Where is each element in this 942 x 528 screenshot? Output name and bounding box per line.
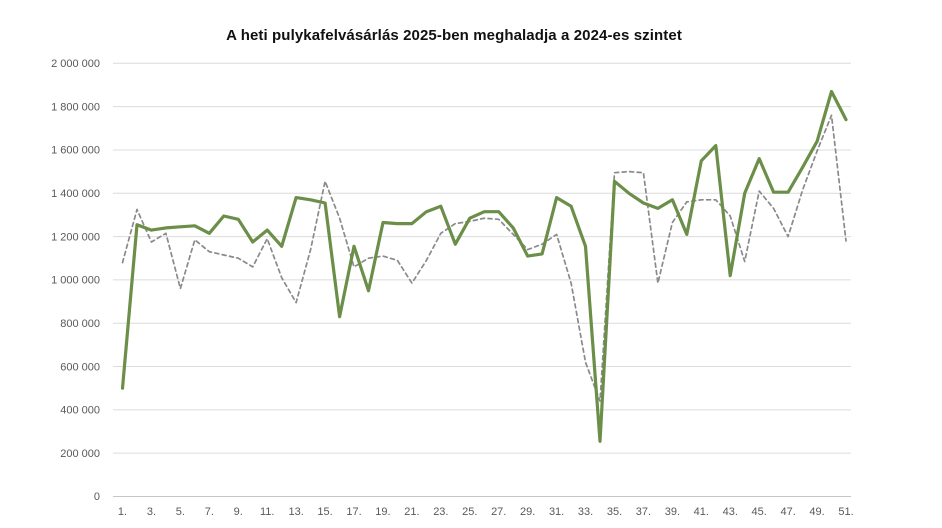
y-axis-tick-label: 1 200 000 bbox=[51, 231, 100, 243]
x-axis-tick-label: 41. bbox=[694, 506, 709, 518]
x-axis-tick-label: 5. bbox=[176, 506, 185, 518]
y-axis-tick-label: 600 000 bbox=[60, 361, 100, 373]
chart-title: A heti pulykafelvásárlás 2025-ben meghal… bbox=[226, 27, 682, 44]
x-axis-tick-label: 17. bbox=[346, 506, 361, 518]
series-2024-line bbox=[121, 114, 847, 403]
y-axis-tick-label: 1 000 000 bbox=[51, 275, 100, 287]
x-axis-tick-label: 33. bbox=[578, 506, 593, 518]
series-2025-line bbox=[120, 89, 848, 443]
y-axis-tick-label: 800 000 bbox=[60, 318, 100, 330]
y-axis-tick-label: 0 bbox=[94, 491, 100, 503]
y-axis-labels: 2 000 000 1 800 000 1 600 000 1 400 000 1 20… bbox=[51, 58, 100, 503]
y-axis-tick-label: 200 000 bbox=[60, 448, 100, 460]
x-axis-tick-label: 9. bbox=[234, 506, 243, 518]
y-axis-tick-label: 400 000 bbox=[60, 405, 100, 417]
y-axis-tick-label: 1 800 000 bbox=[51, 101, 100, 113]
x-axis-tick-label: 13. bbox=[288, 506, 303, 518]
x-axis-tick-label: 35. bbox=[607, 506, 622, 518]
x-axis-tick-label: 21. bbox=[404, 506, 419, 518]
x-axis-tick-label: 1. bbox=[118, 506, 127, 518]
x-axis-tick-label: 27. bbox=[491, 506, 506, 518]
x-axis-tick-label: 39. bbox=[665, 506, 680, 518]
x-axis-tick-label: 15. bbox=[317, 506, 332, 518]
x-axis-tick-label: 49. bbox=[809, 506, 824, 518]
x-axis-tick-label: 31. bbox=[549, 506, 564, 518]
x-axis-tick-label: 11. bbox=[260, 506, 274, 518]
x-axis-tick-label: 23. bbox=[433, 506, 448, 518]
y-axis-tick-label: 1 400 000 bbox=[51, 188, 100, 200]
y-axis-tick-label: 2 000 000 bbox=[51, 58, 100, 70]
x-axis-labels: 1. 3. 5. 7. 9. 11. 13. 15. 17. 19. 21. 23. 25. 27. 29.… bbox=[118, 506, 854, 518]
x-axis-tick-label: 25. bbox=[462, 506, 477, 518]
x-axis-tick-label: 7. bbox=[205, 506, 214, 518]
y-axis-tick-label: 1 600 000 bbox=[51, 145, 100, 157]
x-axis-tick-label: 43. bbox=[723, 506, 738, 518]
x-axis-tick-label: 47. bbox=[780, 506, 795, 518]
x-axis-tick-label: 19. bbox=[375, 506, 390, 518]
x-axis-tick-label: 3. bbox=[147, 506, 156, 518]
x-axis-tick-label: 29. bbox=[520, 506, 535, 518]
y-gridlines bbox=[113, 62, 851, 497]
x-axis-tick-label: 51. bbox=[838, 506, 853, 518]
x-axis-tick-label: 45. bbox=[752, 506, 767, 518]
x-axis-tick-label: 37. bbox=[636, 506, 651, 518]
